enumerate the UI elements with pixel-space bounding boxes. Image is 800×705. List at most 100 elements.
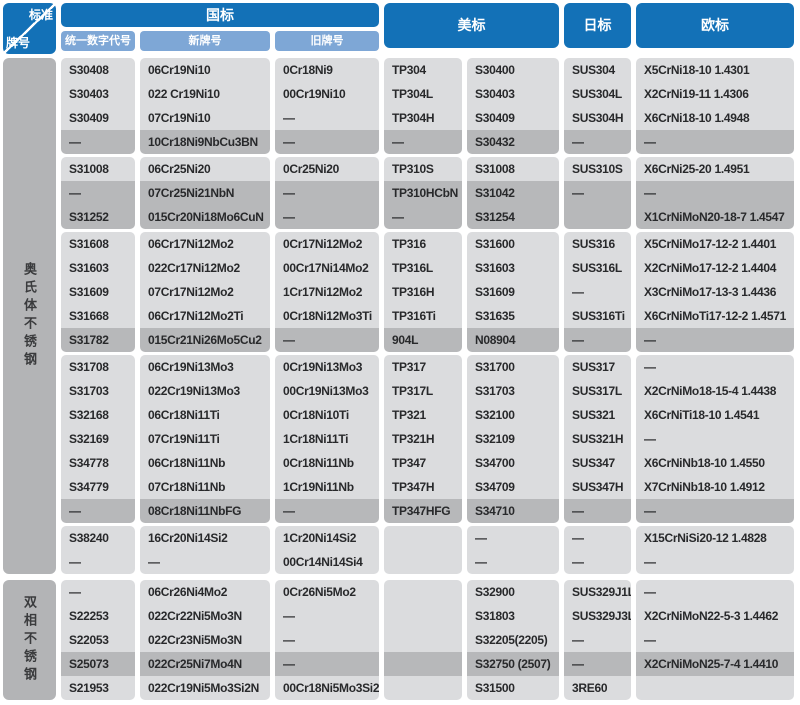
table-cell: S31609 [61, 280, 135, 304]
row-group: S31708 06Cr19Ni13Mo3 0Cr19Ni13Mo3 TP317 S317… [61, 355, 798, 523]
table-cell: X15CrNiSi20-12 1.4828 [636, 526, 794, 550]
table-cell: X2CrNiMoN25-7-4 1.4410 [636, 652, 794, 676]
table-cell: 0Cr18Ni9 [275, 58, 379, 82]
table-cell: S31008 [467, 157, 559, 181]
table-cell: X7CrNiNb18-10 1.4912 [636, 475, 794, 499]
table-cell: — [275, 205, 379, 229]
table-cell: — [61, 550, 135, 574]
table-cell: S32750 (2507) [467, 652, 559, 676]
table-cell: S31708 [61, 355, 135, 379]
table-cell: 07Cr17Ni12Mo2 [140, 280, 270, 304]
table-cell: 06Cr18Ni11Nb [140, 451, 270, 475]
table-cell: 00Cr19Ni13Mo3 [275, 379, 379, 403]
table-row: S25073 022Cr25Ni7Mo4N — S32750 (2507) — X2CrN… [61, 652, 798, 676]
table-cell: 015Cr21Ni26Mo5Cu2 [140, 328, 270, 352]
table-cell [384, 550, 462, 574]
table-cell [384, 628, 462, 652]
table-cell: — [275, 181, 379, 205]
table-cell: SUS347H [564, 475, 631, 499]
row-group: S31608 06Cr17Ni12Mo2 0Cr17Ni12Mo2 TP316 S316… [61, 232, 798, 352]
table-cell [384, 652, 462, 676]
table-cell [564, 205, 631, 229]
table-cell: S32109 [467, 427, 559, 451]
table-cell: 1Cr19Ni11Nb [275, 475, 379, 499]
table-row: S32168 06Cr18Ni11Ti 0Cr18Ni10Ti TP321 S32100… [61, 403, 798, 427]
table-row: S31609 07Cr17Ni12Mo2 1Cr17Ni12Mo2 TP316H S31… [61, 280, 798, 304]
table-row: —08Cr18Ni11NbFG — TP347HFG S34710— — [61, 499, 798, 523]
section-side-label: 双相不锈钢 [3, 580, 56, 700]
table-cell: SUS316L [564, 256, 631, 280]
table-cell: 07Cr18Ni11Nb [140, 475, 270, 499]
table-row: S31603 022Cr17Ni12Mo2 00Cr17Ni14Mo2 TP316L S… [61, 256, 798, 280]
table-cell: 0Cr18Ni10Ti [275, 403, 379, 427]
table-cell: 0Cr17Ni12Mo2 [275, 232, 379, 256]
table-cell: 06Cr17Ni12Mo2Ti [140, 304, 270, 328]
table-cell: 0Cr18Ni12Mo3Ti [275, 304, 379, 328]
table-cell: — [636, 130, 794, 154]
table-cell: S31252 [61, 205, 135, 229]
table-cell: SUS329J1L [564, 580, 631, 604]
table-row: S31008 06Cr25Ni20 0Cr25Ni20 TP310S S31008 SUS… [61, 157, 798, 181]
column-header-us: 美标 [384, 3, 559, 48]
table-cell: TP304H [384, 106, 462, 130]
table-cell: TP310S [384, 157, 462, 181]
table-cell: — [636, 328, 794, 352]
table-cell: — [275, 328, 379, 352]
table-cell: N08904 [467, 328, 559, 352]
table-cell: X2CrNiMo17-12-2 1.4404 [636, 256, 794, 280]
table-cell: 904L [384, 328, 462, 352]
table-cell: X6CrNi18-10 1.4948 [636, 106, 794, 130]
header-grid: 国标 美标 日标 欧标 统一数字代号 新牌号 旧牌号 [61, 3, 794, 54]
table-cell: SUS317 [564, 355, 631, 379]
table-cell: — [564, 280, 631, 304]
table-cell: — [636, 580, 794, 604]
table-row: S30403 022 Cr19Ni10 00Cr19Ni10 TP304L S30403… [61, 82, 798, 106]
table-cell: TP316L [384, 256, 462, 280]
table-cell: S34700 [467, 451, 559, 475]
table-cell: 16Cr20Ni14Si2 [140, 526, 270, 550]
table-cell: TP321 [384, 403, 462, 427]
table-cell: SUS316 [564, 232, 631, 256]
table-cell: TP321H [384, 427, 462, 451]
table-row: S31252 015Cr20Ni18Mo6CuN — — S31254 X1CrNiMoN… [61, 205, 798, 229]
corner-label-grade: 牌号 [6, 36, 31, 50]
table-cell: S22053 [61, 628, 135, 652]
table-cell: SUS321H [564, 427, 631, 451]
table-cell: SUS310S [564, 157, 631, 181]
table-cell: S31635 [467, 304, 559, 328]
table-cell: 0Cr19Ni13Mo3 [275, 355, 379, 379]
table-cell: S31254 [467, 205, 559, 229]
table-cell: TP316 [384, 232, 462, 256]
row-group: S30408 06Cr19Ni10 0Cr18Ni9 TP304 S30400 SUS30… [61, 58, 798, 154]
table-cell: — [564, 181, 631, 205]
table-cell: — [275, 130, 379, 154]
table-cell: X5CrNi18-10 1.4301 [636, 58, 794, 82]
table-cell: SUS304L [564, 82, 631, 106]
table-cell: S30400 [467, 58, 559, 82]
table-cell: S31042 [467, 181, 559, 205]
table-cell: — [636, 427, 794, 451]
table-row: S31708 06Cr19Ni13Mo3 0Cr19Ni13Mo3 TP317 S317… [61, 355, 798, 379]
table-cell: SUS317L [564, 379, 631, 403]
table-cell: — [564, 130, 631, 154]
table-cell: 06Cr25Ni20 [140, 157, 270, 181]
table-cell: — [636, 550, 794, 574]
table-cell: S31603 [61, 256, 135, 280]
table-cell: TP316H [384, 280, 462, 304]
table-cell: TP347H [384, 475, 462, 499]
section-side-label: 奥氏体不锈钢 [3, 58, 56, 574]
table-cell: 07Cr19Ni11Ti [140, 427, 270, 451]
table-row: S31608 06Cr17Ni12Mo2 0Cr17Ni12Mo2 TP316 S316… [61, 232, 798, 256]
table-row: S34778 06Cr18Ni11Nb 0Cr18Ni11Nb TP347 S34700… [61, 451, 798, 475]
table-cell: X6CrNiMoTi17-12-2 1.4571 [636, 304, 794, 328]
table-cell: 1Cr17Ni12Mo2 [275, 280, 379, 304]
table-cell: X2CrNiMo18-15-4 1.4438 [636, 379, 794, 403]
table-cell: — [636, 499, 794, 523]
table-cell: 06Cr18Ni11Ti [140, 403, 270, 427]
table-cell: — [140, 550, 270, 574]
table-cell: 022Cr23Ni5Mo3N [140, 628, 270, 652]
table-cell: — [61, 181, 135, 205]
table-cell: 06Cr17Ni12Mo2 [140, 232, 270, 256]
table-row: S30409 07Cr19Ni10— TP304H S30409 SUS304H X6Cr… [61, 106, 798, 130]
